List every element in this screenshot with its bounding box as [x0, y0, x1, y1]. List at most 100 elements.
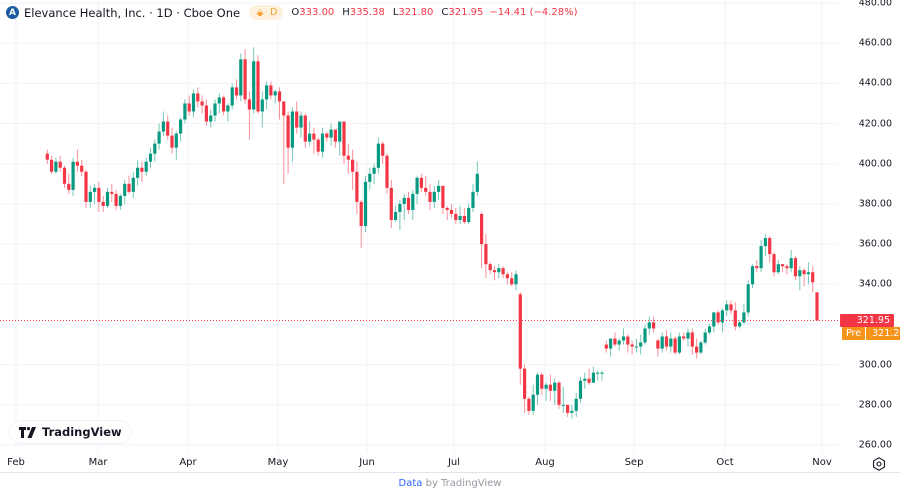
candle	[187, 95, 191, 116]
candle	[368, 167, 372, 190]
candle	[273, 89, 277, 104]
chart-settings-button[interactable]	[872, 456, 886, 471]
candle	[144, 157, 148, 176]
candle	[71, 157, 75, 196]
candle	[806, 262, 810, 285]
session-badge[interactable]: D	[249, 5, 284, 20]
candle	[574, 392, 578, 417]
candle	[419, 173, 423, 192]
candle	[196, 87, 200, 108]
candle	[445, 205, 449, 220]
candle	[359, 199, 363, 249]
candle	[540, 372, 544, 395]
candle	[647, 316, 651, 335]
candle	[166, 115, 170, 140]
price-axis[interactable]: 480.00 460.00 440.00 420.00 400.00 380.00 360.…	[838, 0, 900, 452]
candle	[97, 181, 101, 212]
price-tick: 460.00	[858, 37, 892, 49]
tradingview-logo[interactable]: TradingView	[10, 421, 131, 443]
candle	[45, 149, 49, 164]
candle	[320, 127, 325, 158]
candle	[136, 159, 140, 186]
price-chart-plot[interactable]	[0, 0, 838, 452]
candle	[652, 316, 656, 333]
time-tick: Nov	[812, 457, 832, 468]
candle	[110, 183, 114, 202]
candle	[604, 340, 608, 353]
candle	[621, 328, 626, 345]
candle	[385, 153, 389, 194]
candle	[265, 81, 269, 110]
candle	[239, 53, 243, 102]
candle	[101, 195, 105, 212]
ohlc-close: C321.95	[441, 7, 484, 18]
candle	[699, 340, 703, 355]
candle	[660, 332, 664, 353]
premarket-price-label: Pre 321.20	[842, 327, 900, 340]
candle	[290, 107, 294, 162]
candle	[789, 250, 793, 273]
candle	[230, 83, 234, 110]
candle	[505, 272, 509, 285]
candle	[316, 137, 320, 156]
candle	[153, 139, 157, 162]
candle	[553, 378, 557, 405]
candle	[639, 334, 643, 355]
candle	[501, 266, 505, 279]
candle	[712, 312, 716, 333]
candle	[630, 340, 634, 355]
candle	[656, 338, 660, 357]
candle	[527, 396, 531, 415]
candle	[561, 386, 565, 413]
candle	[781, 264, 785, 273]
time-tick: Aug	[535, 457, 555, 468]
candle	[234, 79, 239, 100]
candle	[578, 376, 583, 403]
candle	[488, 262, 492, 275]
price-tick: 340.00	[858, 278, 892, 290]
candle	[131, 171, 135, 198]
candle	[299, 111, 303, 138]
candle	[179, 117, 183, 142]
candle	[123, 179, 127, 204]
attribution-text: by TradingView	[422, 478, 502, 489]
candle	[746, 280, 750, 317]
time-axis[interactable]: Feb Mar Apr May Jun Jul Aug Sep Oct Nov	[0, 452, 838, 472]
candle	[802, 268, 806, 287]
time-tick: May	[267, 457, 289, 468]
candle	[50, 155, 54, 174]
candle	[247, 91, 251, 140]
candle	[376, 137, 380, 174]
time-tick: Mar	[88, 457, 108, 468]
time-tick: Oct	[716, 457, 734, 468]
candle	[428, 183, 432, 210]
candle	[531, 384, 535, 415]
candle	[209, 109, 213, 128]
candle	[286, 111, 290, 174]
price-tick: 260.00	[858, 439, 892, 451]
candle	[75, 149, 79, 172]
candle	[755, 260, 759, 273]
candle	[127, 175, 131, 194]
candle	[161, 111, 165, 136]
candle	[643, 324, 647, 345]
candle	[105, 187, 110, 208]
symbol-legend: A Elevance Health, Inc. · 1D · Cboe One …	[6, 5, 578, 20]
candle	[591, 366, 595, 383]
candle	[93, 183, 97, 204]
candle	[669, 332, 673, 353]
candle	[148, 147, 153, 168]
symbol-title[interactable]: Elevance Health, Inc. · 1D · Cboe One	[24, 5, 241, 20]
candle	[763, 234, 767, 257]
candle	[118, 193, 122, 210]
data-link[interactable]: Data	[398, 478, 423, 489]
time-tick: Sep	[624, 457, 644, 468]
tradingview-logo-text: TradingView	[42, 425, 122, 439]
candle	[222, 95, 226, 116]
candle	[811, 266, 815, 293]
candle	[174, 131, 178, 160]
candle	[596, 370, 600, 381]
time-tick: Jun	[359, 457, 375, 468]
candle	[67, 173, 71, 194]
candle	[557, 380, 561, 409]
